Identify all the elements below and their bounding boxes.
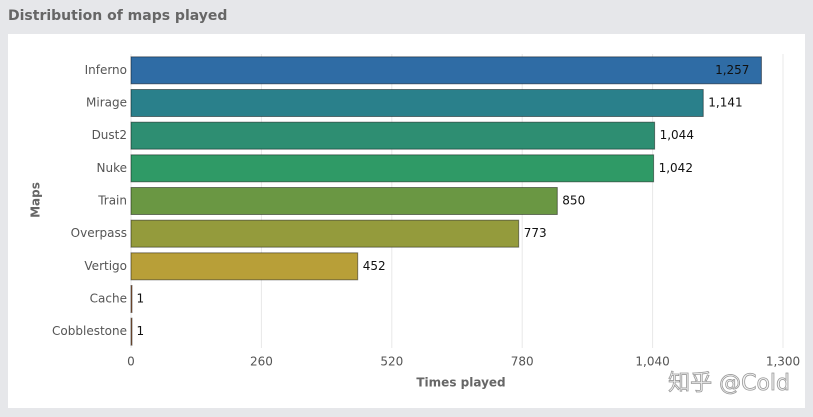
value-label: 1,257 — [715, 63, 749, 77]
bar — [130, 187, 558, 215]
x-tick-label: 260 — [250, 355, 273, 369]
y-axis-title: Maps — [29, 182, 43, 218]
y-tick-label: Cobblestone — [52, 324, 127, 338]
x-tick-label: 1,300 — [766, 355, 800, 369]
chart-title: Distribution of maps played — [8, 8, 227, 24]
y-tick-label: Overpass — [71, 226, 127, 240]
y-tick-label: Vertigo — [84, 259, 127, 273]
x-tick-label: 0 — [127, 355, 135, 369]
bar — [130, 89, 704, 117]
y-tick-label: Cache — [90, 292, 127, 306]
bar — [130, 317, 133, 346]
value-label: 452 — [363, 259, 386, 273]
value-label: 1 — [137, 324, 145, 338]
bar — [130, 121, 656, 150]
y-tick-label: Mirage — [86, 96, 127, 110]
y-tick-label: Dust2 — [92, 128, 127, 142]
bar — [130, 56, 762, 85]
x-axis-title: Times played — [416, 376, 505, 390]
bar — [130, 285, 133, 313]
y-tick-label: Nuke — [97, 161, 128, 175]
bar — [130, 154, 655, 183]
x-tick-label: 780 — [511, 355, 534, 369]
value-label: 1,141 — [708, 96, 742, 110]
value-label: 1,042 — [659, 161, 693, 175]
bar — [130, 219, 520, 248]
watermark: 知乎 @Cold — [668, 371, 790, 396]
y-tick-label: Train — [97, 194, 127, 208]
value-label: 1 — [137, 292, 145, 306]
bar — [130, 252, 359, 281]
value-label: 773 — [524, 226, 547, 240]
value-label: 1,044 — [660, 128, 694, 142]
x-tick-label: 1,040 — [635, 355, 669, 369]
y-tick-label: Inferno — [85, 63, 127, 77]
x-tick-label: 520 — [380, 355, 403, 369]
value-label: 850 — [562, 194, 585, 208]
